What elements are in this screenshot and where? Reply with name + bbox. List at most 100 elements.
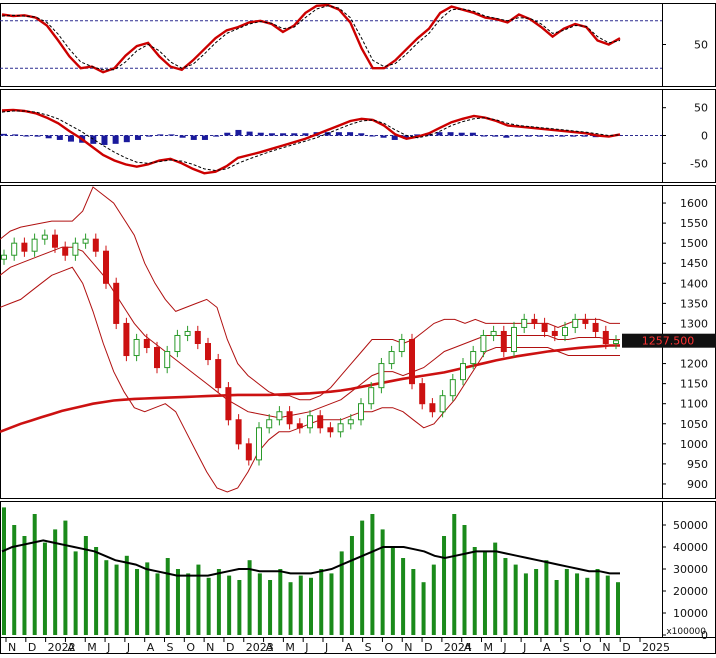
macd-histogram-bar — [134, 135, 141, 140]
time-tick-label: N — [404, 641, 412, 654]
candle-body — [388, 351, 395, 365]
candle-body — [327, 427, 334, 433]
volume-bar — [411, 569, 416, 635]
macd-histogram-bar — [492, 135, 499, 137]
macd-histogram-bar — [469, 132, 476, 136]
volume-bar — [329, 573, 334, 635]
time-tick-label: A — [345, 641, 353, 654]
volume-bar — [564, 569, 569, 635]
macd-histogram-bar — [380, 135, 387, 138]
tick-label-price: 1150 — [680, 378, 708, 391]
candle-body — [419, 383, 426, 405]
candle-body — [368, 387, 375, 405]
candle-body — [164, 351, 171, 369]
macd-histogram-bar — [157, 134, 164, 136]
macd-histogram-bar — [402, 135, 409, 139]
macd-histogram-bar — [581, 135, 588, 137]
macd-histogram-bar — [358, 133, 365, 136]
volume-bar — [472, 547, 477, 635]
tick-label-price: 950 — [687, 458, 708, 471]
time-tick-label: J — [106, 641, 110, 654]
time-tick-label: 2024 — [444, 641, 472, 654]
bollinger-upper-band — [0, 186, 620, 401]
time-tick-label: O — [384, 641, 393, 654]
candle-body — [337, 423, 344, 433]
volume-bar — [493, 542, 498, 635]
tick-label-volume: 20000 — [673, 585, 708, 598]
candle-body — [133, 338, 140, 357]
volume-bar — [175, 569, 180, 635]
tick-label-volume: 50000 — [673, 519, 708, 532]
time-tick-label: D — [226, 641, 234, 654]
macd-histogram-bar — [213, 135, 220, 137]
time-tick-label: D — [424, 641, 432, 654]
time-tick-label: M — [87, 641, 97, 654]
candle-body — [307, 415, 313, 429]
time-tick-label: D — [622, 641, 630, 654]
time-tick-label: 2022 — [48, 641, 76, 654]
tick-label-price: 1300 — [680, 317, 708, 330]
time-tick-label: O — [583, 641, 592, 654]
volume-bar — [186, 573, 191, 635]
volume-bar — [2, 507, 6, 635]
volume-bar — [544, 560, 549, 635]
time-tick-label: J — [304, 641, 308, 654]
tick-label-stochastic: 50 — [694, 39, 708, 52]
candle-body — [276, 411, 283, 421]
tick-label-macd: 0 — [701, 130, 708, 143]
macd-histogram-bar — [335, 132, 342, 136]
volume-average-line — [1, 539, 620, 577]
macd-histogram-bar — [23, 135, 30, 137]
candle-body — [347, 419, 354, 425]
candle-body — [582, 318, 589, 324]
volume-bar — [421, 582, 426, 635]
time-tick-label: J — [324, 641, 328, 654]
candle-body — [460, 363, 466, 381]
volume-unit-label: x100000 — [666, 627, 706, 637]
candle-body — [215, 359, 222, 389]
last-price-label: 1257.500 — [642, 335, 695, 348]
candle-body — [72, 242, 79, 256]
macd-histogram-bar — [12, 134, 19, 136]
candle-body — [592, 322, 599, 332]
macd-histogram-bar — [291, 133, 298, 136]
macd-histogram-bar — [1, 133, 7, 136]
candle-body — [572, 318, 579, 328]
candle-body — [429, 403, 436, 413]
volume-bar — [298, 575, 303, 635]
volume-bar — [554, 580, 559, 635]
macd-histogram-bar — [168, 134, 175, 136]
volume-bar — [268, 580, 273, 635]
volume-bar — [227, 575, 232, 635]
volume-bar — [349, 536, 354, 635]
volume-bar — [216, 569, 221, 635]
time-tick-label: A — [464, 641, 472, 654]
time-tick-label: J — [126, 641, 130, 654]
macd-histogram-bar — [67, 135, 74, 142]
macd-histogram-bar — [34, 135, 41, 137]
macd-histogram-bar — [90, 135, 97, 144]
candle-body — [31, 238, 38, 252]
candle-body — [41, 234, 48, 240]
volume-bar — [12, 525, 17, 635]
candle-body — [245, 443, 252, 461]
tick-label-price: 1450 — [680, 257, 708, 270]
volume-bar — [319, 569, 324, 635]
macd-histogram-bar — [146, 135, 153, 137]
macd-histogram-bar — [514, 135, 521, 137]
macd-histogram-bar — [347, 132, 354, 136]
tick-label-volume: 10000 — [673, 607, 708, 620]
tick-label-price: 1350 — [680, 297, 708, 310]
tick-label-price: 1050 — [680, 418, 708, 431]
candle-body — [480, 334, 487, 353]
macd-histogram-bar — [123, 135, 130, 143]
volume-bar — [63, 520, 68, 635]
tick-label-price: 900 — [687, 478, 708, 491]
candle-body — [21, 242, 28, 252]
volume-bar — [165, 558, 170, 635]
macd-histogram-bar — [302, 133, 309, 136]
volume-bar — [247, 560, 252, 635]
macd-histogram-bar — [190, 135, 197, 140]
candle-body — [143, 338, 150, 349]
